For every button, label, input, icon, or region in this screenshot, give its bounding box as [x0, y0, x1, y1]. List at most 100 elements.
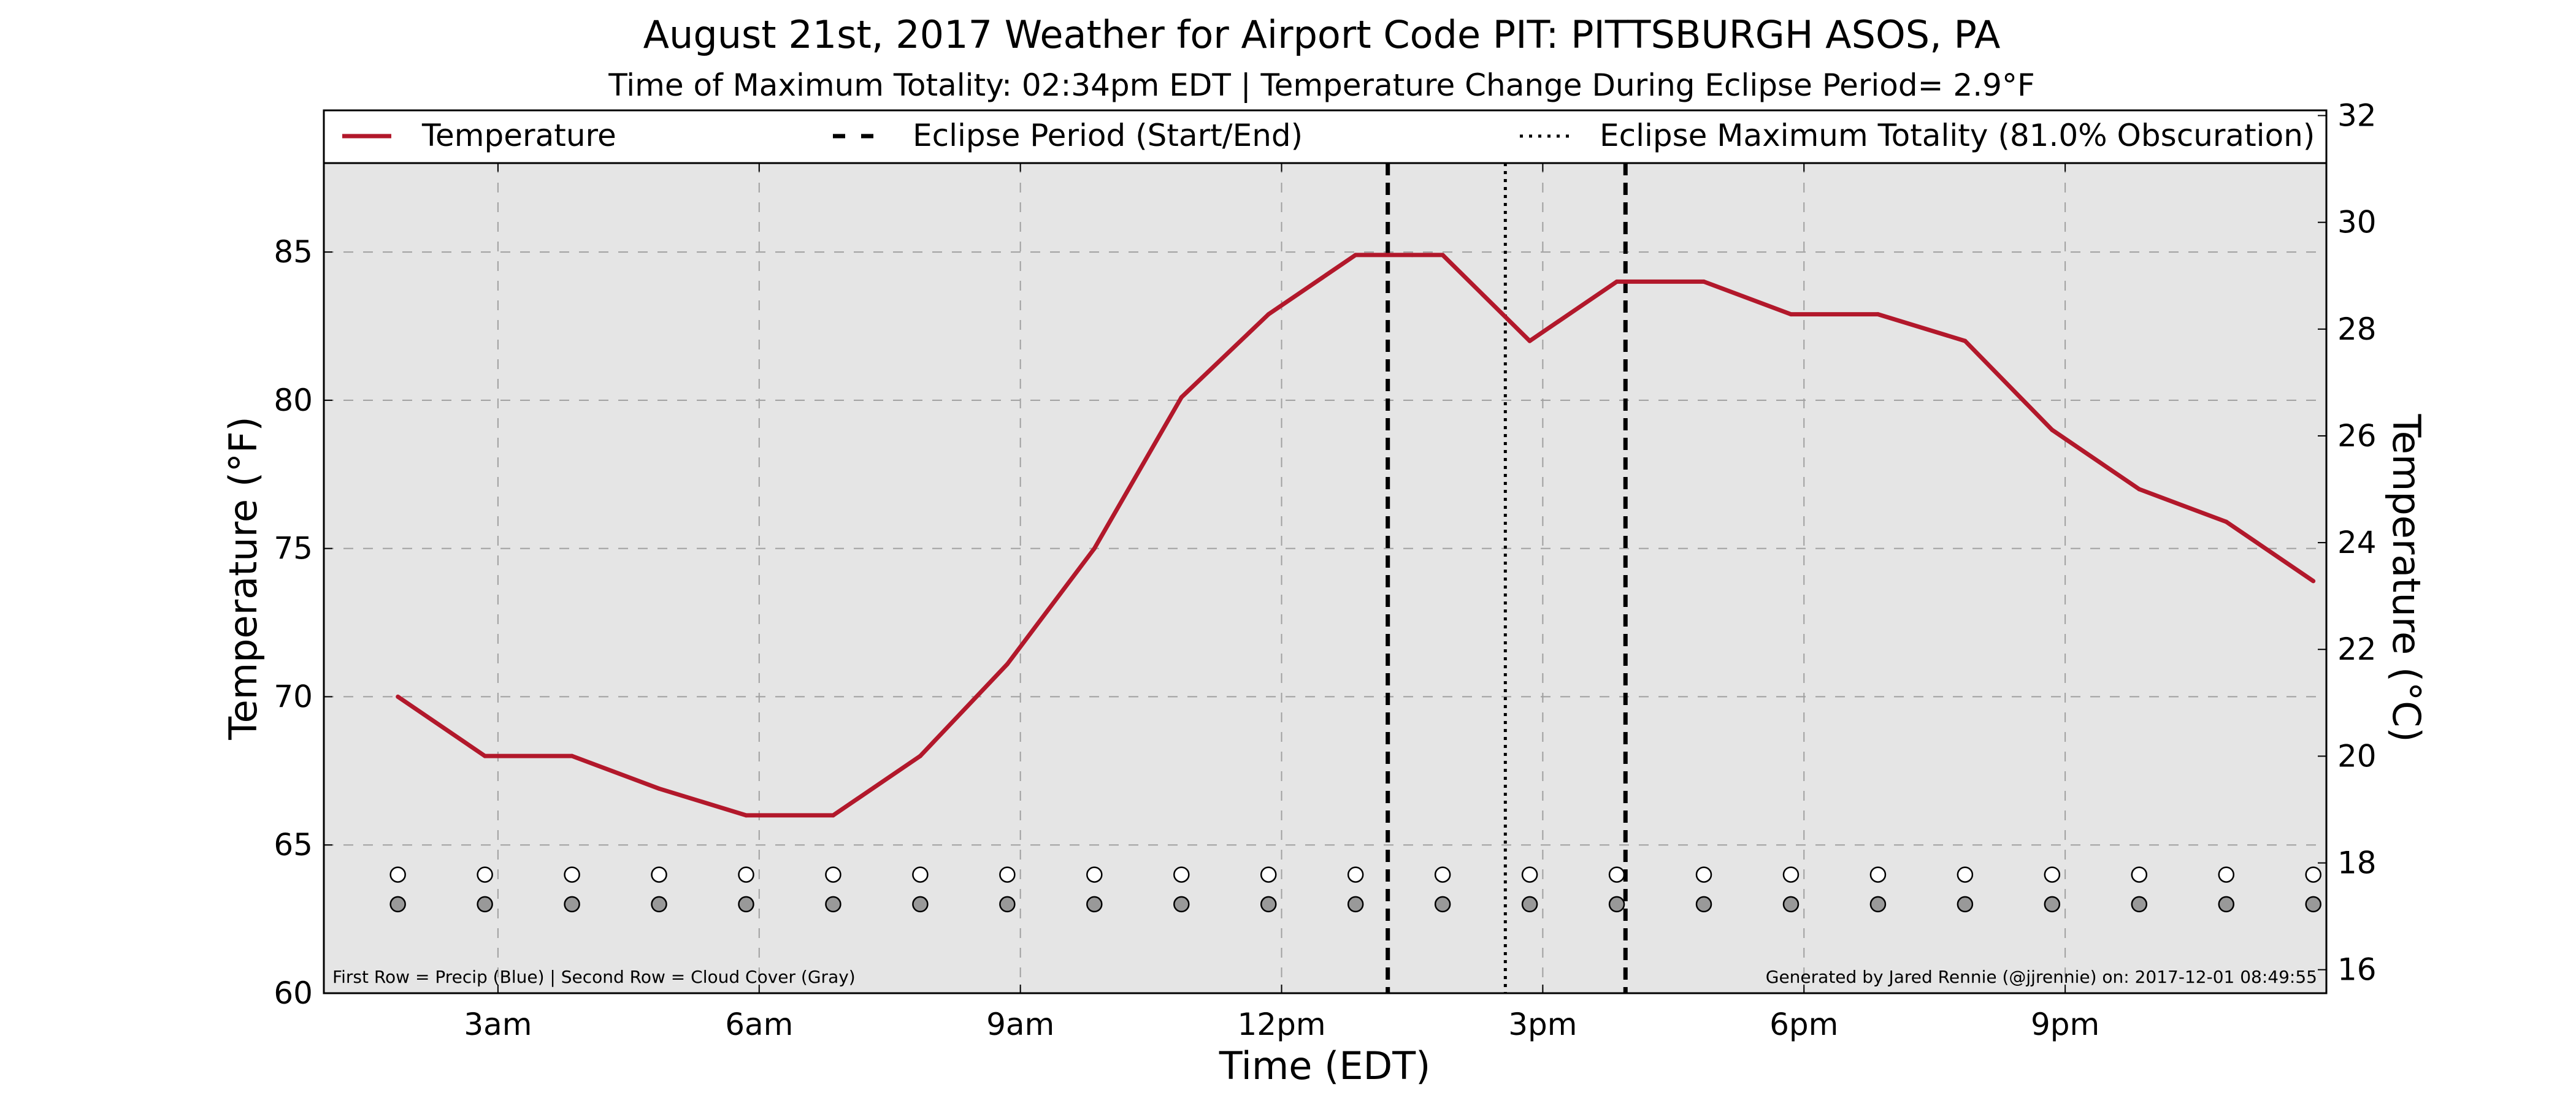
precip-marker	[912, 866, 929, 883]
chart-subtitle: Time of Maximum Totality: 02:34pm EDT | …	[608, 67, 2034, 103]
plot-background	[324, 163, 2326, 993]
precip-marker	[1260, 866, 1277, 883]
precip-marker	[2305, 866, 2321, 883]
cloud-cover-marker	[651, 896, 667, 913]
y-axis-label: Temperature (°F)	[221, 416, 266, 740]
cloud-cover-marker	[1260, 896, 1277, 913]
precip-marker	[389, 866, 406, 883]
cloud-cover-marker	[1695, 896, 1712, 913]
y-right-tick-label: 26	[2337, 418, 2377, 454]
temperature-point	[2137, 487, 2142, 492]
precip-marker	[1347, 866, 1364, 883]
y-right-tick-label: 22	[2337, 631, 2377, 667]
cloud-cover-marker	[1608, 896, 1625, 913]
temperature-point	[2311, 579, 2316, 584]
legend-label-eclipse-period: Eclipse Period (Start/End)	[913, 118, 1303, 153]
precip-marker	[564, 866, 580, 883]
temperature-point	[918, 753, 922, 758]
temperature-point	[1963, 338, 1968, 343]
temperature-point	[743, 813, 748, 818]
marker-rows	[389, 866, 2321, 913]
temperature-point	[1409, 253, 1414, 257]
y-tick-label: 75	[274, 531, 313, 566]
y-right-tick-label: 20	[2337, 738, 2377, 774]
precip-marker	[1086, 866, 1103, 883]
legend-label-temperature: Temperature	[421, 118, 616, 153]
precip-marker	[1608, 866, 1625, 883]
chart-title: August 21st, 2017 Weather for Airport Co…	[643, 12, 2001, 57]
precip-marker	[1957, 866, 1974, 883]
cloud-cover-marker	[1434, 896, 1451, 913]
y-tick-label: 60	[274, 975, 313, 1011]
precip-marker	[1521, 866, 1538, 883]
cloud-cover-marker	[1521, 896, 1538, 913]
cloud-cover-marker	[1957, 896, 1974, 913]
y-tick-label: 85	[274, 234, 313, 270]
cloud-cover-marker	[999, 896, 1016, 913]
temperature-point	[1701, 279, 1706, 284]
temperature-point	[1788, 312, 1793, 317]
cloud-cover-marker	[825, 896, 841, 913]
cloud-cover-marker	[477, 896, 493, 913]
temperature-point	[2050, 427, 2055, 432]
temperature-point	[396, 694, 401, 699]
cloud-cover-marker	[2305, 896, 2321, 913]
temperature-point	[483, 753, 488, 758]
y-axis-right-ticks: 16 18 20 22 24 26 28 30 32	[2318, 98, 2377, 988]
precip-marker	[999, 866, 1016, 883]
cloud-cover-marker	[1173, 896, 1190, 913]
temperature-point	[1353, 253, 1358, 257]
y-right-tick-label: 18	[2337, 845, 2377, 881]
temperature-point	[1527, 338, 1532, 343]
precip-marker	[2131, 866, 2148, 883]
precip-marker	[651, 866, 667, 883]
cloud-cover-marker	[1086, 896, 1103, 913]
temperature-line	[396, 253, 2315, 818]
legend-box	[323, 109, 2328, 164]
x-axis-ticks: 3am 6am 9am 12pm 3pm 6pm 9pm	[464, 163, 2099, 1042]
cloud-cover-marker	[2131, 896, 2148, 913]
cloud-cover-marker	[2044, 896, 2061, 913]
y-tick-label: 65	[274, 827, 313, 863]
y-right-tick-label: 30	[2337, 205, 2377, 240]
temperature-point	[1614, 279, 1619, 284]
cloud-cover-marker	[1782, 896, 1800, 913]
precip-marker	[477, 866, 493, 883]
precip-marker	[738, 866, 754, 883]
precip-marker	[1434, 866, 1451, 883]
y-axis-right-label: Temperature (°C)	[2384, 413, 2429, 742]
temperature-point	[657, 786, 662, 791]
cloud-cover-marker	[389, 896, 406, 913]
footnote-right: Generated by Jared Rennie (@jjrennie) on…	[1766, 967, 2317, 987]
precip-marker	[1173, 866, 1190, 883]
y-right-tick-label: 32	[2337, 98, 2377, 134]
temperature-point	[1005, 662, 1010, 666]
temperature-point	[1092, 546, 1097, 551]
x-axis-label: Time (EDT)	[1219, 1043, 1431, 1088]
precip-marker	[1782, 866, 1800, 883]
temperature-point	[1876, 312, 1880, 317]
grid	[324, 163, 2326, 993]
series-layer	[396, 253, 2316, 818]
y-right-tick-label: 28	[2337, 311, 2377, 347]
temperature-point	[1179, 395, 1184, 400]
x-tick-label: 9am	[986, 1007, 1054, 1042]
precip-marker	[1869, 866, 1887, 883]
legend: Temperature Eclipse Period (Start/End) E…	[323, 109, 2328, 164]
cloud-cover-marker	[738, 896, 754, 913]
cloud-cover-marker	[1347, 896, 1364, 913]
y-right-tick-label: 16	[2337, 952, 2377, 988]
cloud-cover-marker	[1869, 896, 1887, 913]
temperature-point	[570, 753, 575, 758]
x-tick-label: 6pm	[1769, 1007, 1838, 1042]
x-tick-label: 6am	[725, 1007, 793, 1042]
y-axis-ticks: 60 65 70 75 80 85	[274, 234, 332, 1011]
temperature-point	[830, 813, 835, 818]
x-tick-label: 3pm	[1508, 1007, 1577, 1042]
x-tick-label: 9pm	[2031, 1007, 2099, 1042]
legend-label-eclipse-max: Eclipse Maximum Totality (81.0% Obscurat…	[1600, 118, 2315, 153]
precip-marker	[2044, 866, 2061, 883]
temperature-point	[1440, 253, 1445, 257]
x-tick-label: 12pm	[1237, 1007, 1325, 1042]
